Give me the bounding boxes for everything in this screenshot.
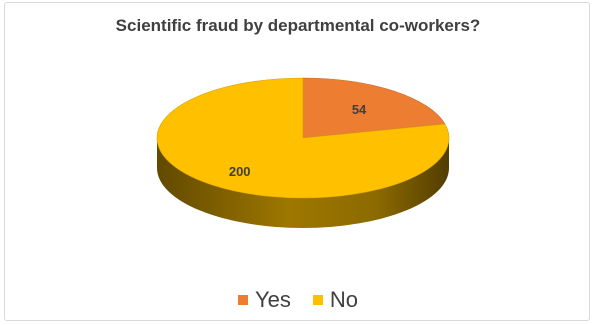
legend: Yes No: [5, 283, 591, 317]
pie-chart: 54 200: [156, 77, 450, 228]
chart-title: Scientific fraud by departmental co-work…: [115, 16, 481, 35]
legend-swatch-no: [312, 295, 323, 305]
data-label-yes: 54: [352, 102, 367, 117]
legend-item-no: No: [312, 287, 358, 313]
legend-swatch-yes: [237, 295, 248, 305]
legend-item-yes: Yes: [237, 287, 291, 313]
chart-frame: Scientific fraud by departmental co-work…: [4, 2, 590, 321]
legend-label-no: No: [329, 287, 358, 312]
pie-layer: [156, 77, 450, 228]
data-label-layer: 54 200: [229, 102, 367, 179]
slice-no: [156, 77, 450, 199]
slice-side-no: [157, 138, 449, 228]
slice-yes: [302, 77, 446, 139]
legend-label-yes: Yes: [254, 287, 291, 312]
data-label-no: 200: [229, 164, 251, 179]
